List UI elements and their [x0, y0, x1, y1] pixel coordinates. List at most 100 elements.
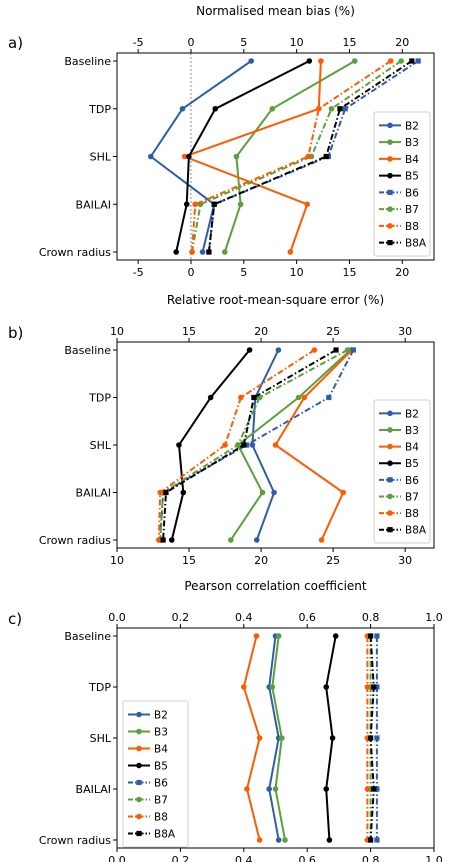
data-point-b8a: [371, 684, 377, 690]
y-tick-label: TDP: [88, 392, 111, 405]
data-point-b6: [374, 735, 380, 741]
data-point-b5: [246, 347, 253, 353]
y-tick-label: SHL: [90, 439, 112, 452]
data-point-b4: [241, 684, 247, 690]
data-point-b2: [179, 105, 186, 112]
x-tick-top-label: 0.6: [298, 611, 316, 624]
legend-marker-b3: [387, 427, 393, 433]
series-line-b3: [223, 60, 356, 253]
legend-marker-b7: [136, 796, 142, 803]
data-point-b3: [282, 837, 288, 843]
data-point-b5: [186, 153, 192, 160]
x-tick-bottom-label: 10: [290, 266, 304, 279]
panel-label: a): [8, 34, 23, 52]
panel-1: a) Normalised mean bias (%) -5 -5 0 0 5 5 10 10 15…: [8, 4, 435, 279]
legend-label-b2: B2: [154, 710, 168, 722]
data-point-b8a: [160, 537, 166, 543]
legend-marker-b8a: [136, 830, 142, 837]
x-tick-bottom-label: 20: [395, 266, 409, 279]
data-point-b4: [181, 153, 188, 160]
legend-marker-b8a: [387, 240, 393, 246]
legend-label-b5: B5: [405, 458, 419, 470]
y-tick-label: TDP: [88, 681, 111, 694]
legend-marker-b6: [387, 189, 393, 195]
legend-marker-b2: [387, 122, 393, 129]
y-tick-label: BAILAI: [76, 783, 111, 796]
data-point-b8: [192, 201, 198, 208]
data-point-b8: [222, 442, 228, 448]
series-line-b8: [191, 60, 392, 253]
data-point-b8a: [368, 735, 374, 741]
data-point-b4: [340, 489, 347, 496]
x-tick-bottom-label: -5: [133, 266, 144, 279]
data-point-b5: [332, 633, 339, 639]
x-tick-bottom-label: 30: [398, 554, 412, 567]
data-point-b5: [207, 394, 214, 401]
x-tick-top-label: -5: [133, 36, 144, 49]
legend-box: [373, 111, 431, 257]
legend-label-b8a: B8A: [405, 525, 427, 537]
legend-marker-b8: [387, 510, 393, 516]
data-point-b2: [249, 442, 256, 448]
data-point-b6: [374, 684, 380, 690]
data-point-b7: [328, 105, 335, 112]
x-tick-bottom-label: 25: [326, 554, 340, 567]
data-point-b5: [212, 105, 219, 112]
data-point-b8: [157, 489, 164, 496]
data-point-b8: [364, 684, 371, 690]
legend-marker-b7: [387, 493, 393, 500]
data-point-b8: [364, 786, 371, 792]
data-point-b4: [301, 394, 308, 401]
data-point-b8a: [211, 201, 217, 207]
data-point-b3: [259, 489, 266, 496]
panel-title: Normalised mean bias (%): [196, 4, 355, 18]
data-point-b8: [305, 153, 312, 160]
y-tick-label: BAILAI: [76, 198, 111, 211]
legend-marker-b5: [387, 460, 393, 466]
data-point-b8: [387, 58, 394, 64]
data-point-b3: [269, 105, 276, 112]
legend-label-b3: B3: [405, 425, 419, 437]
data-point-b8a: [251, 394, 257, 401]
data-point-b6: [350, 347, 356, 353]
x-tick-top-label: 0.2: [172, 611, 190, 624]
x-tick-bottom-label: 10: [110, 554, 124, 567]
panel-title: Relative root-mean-square error (%): [167, 293, 384, 307]
legend-marker-b8a: [387, 527, 393, 533]
legend-marker-b3: [136, 728, 142, 735]
panel-title: Pearson correlation coefficient: [184, 579, 367, 593]
data-point-b5: [183, 201, 190, 208]
data-point-b8a: [409, 58, 415, 64]
x-tick-bottom-label: 1.0: [425, 854, 443, 862]
data-point-b3: [272, 786, 279, 792]
x-tick-bottom-label: 15: [342, 266, 356, 279]
legend-label-b6: B6: [405, 187, 419, 199]
series-line-b4: [274, 349, 353, 541]
x-tick-bottom-label: 5: [240, 266, 247, 279]
legend-box: [122, 700, 189, 848]
data-point-b4: [253, 633, 260, 639]
data-point-b2: [275, 347, 282, 353]
data-point-b8a: [163, 489, 169, 496]
data-point-b3: [295, 394, 302, 401]
data-point-b4: [256, 837, 263, 843]
legend-marker-b2: [136, 711, 142, 718]
data-point-b3: [351, 58, 358, 64]
x-tick-top-label: 10: [110, 325, 124, 338]
data-point-b8: [189, 249, 195, 255]
legend-marker-b6: [136, 779, 142, 786]
legend-label-b7: B7: [405, 204, 419, 216]
data-point-b3: [221, 249, 228, 255]
legend-label-b2: B2: [405, 120, 419, 132]
data-point-b3: [275, 633, 282, 639]
legend-marker-b2: [387, 410, 393, 417]
data-point-b6: [244, 442, 250, 448]
x-tick-bottom-label: 0.4: [235, 854, 253, 862]
data-point-b2: [266, 786, 272, 792]
legend-marker-b7: [387, 206, 393, 212]
x-tick-top-label: 25: [326, 325, 340, 338]
data-point-b8: [238, 394, 244, 401]
y-tick-label: SHL: [90, 151, 112, 164]
y-tick-label: Baseline: [64, 55, 111, 68]
data-point-b5: [176, 442, 182, 448]
